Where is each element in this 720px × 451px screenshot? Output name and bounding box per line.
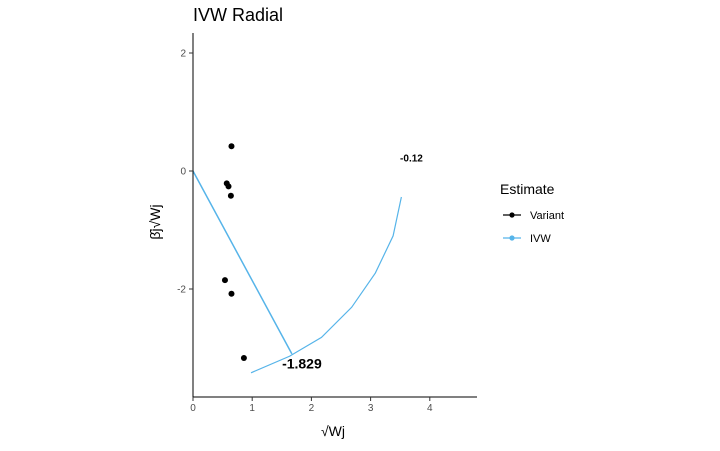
- annotation-label-2: -0.12: [400, 154, 423, 165]
- annotations: -1.829 -0.12: [282, 154, 423, 372]
- y-tick-label: 2: [180, 49, 186, 60]
- legend-variant-label: Variant: [530, 210, 564, 222]
- variant-point-3: [225, 183, 232, 190]
- y-tick-label: 0: [180, 167, 186, 178]
- variant-point-1: [228, 143, 235, 150]
- variant-point-4: [227, 192, 234, 199]
- x-tick-label: 0: [190, 403, 196, 414]
- chart-title: IVW Radial: [193, 5, 283, 25]
- x-tick-label: 4: [427, 403, 433, 414]
- legend-ivw-key-point: [509, 235, 515, 241]
- x-axis-label: √Wj: [321, 423, 345, 439]
- annotation-label-1: -1.829: [282, 356, 322, 372]
- x-tick-label: 1: [249, 403, 255, 414]
- x-tick-label: 2: [309, 403, 315, 414]
- x-tick-label: 3: [368, 403, 374, 414]
- ivw-fit-line: [192, 170, 293, 355]
- variant-point-6: [228, 290, 235, 297]
- y-tick-label: -2: [177, 285, 186, 296]
- legend-variant-key-point: [509, 212, 515, 218]
- y-ticks: -2 0 2: [177, 49, 193, 296]
- plot-area: [192, 143, 402, 374]
- ivw-radial-arc: [250, 196, 402, 374]
- y-axis-label: β̂j√Wj: [147, 204, 163, 239]
- legend-title: Estimate: [500, 181, 555, 197]
- variant-point-5: [221, 277, 228, 284]
- legend: Estimate Variant IVW: [500, 181, 564, 245]
- legend-ivw-label: IVW: [530, 233, 551, 245]
- variant-point-7: [240, 355, 247, 362]
- x-ticks: 0 1 2 3 4: [190, 397, 433, 414]
